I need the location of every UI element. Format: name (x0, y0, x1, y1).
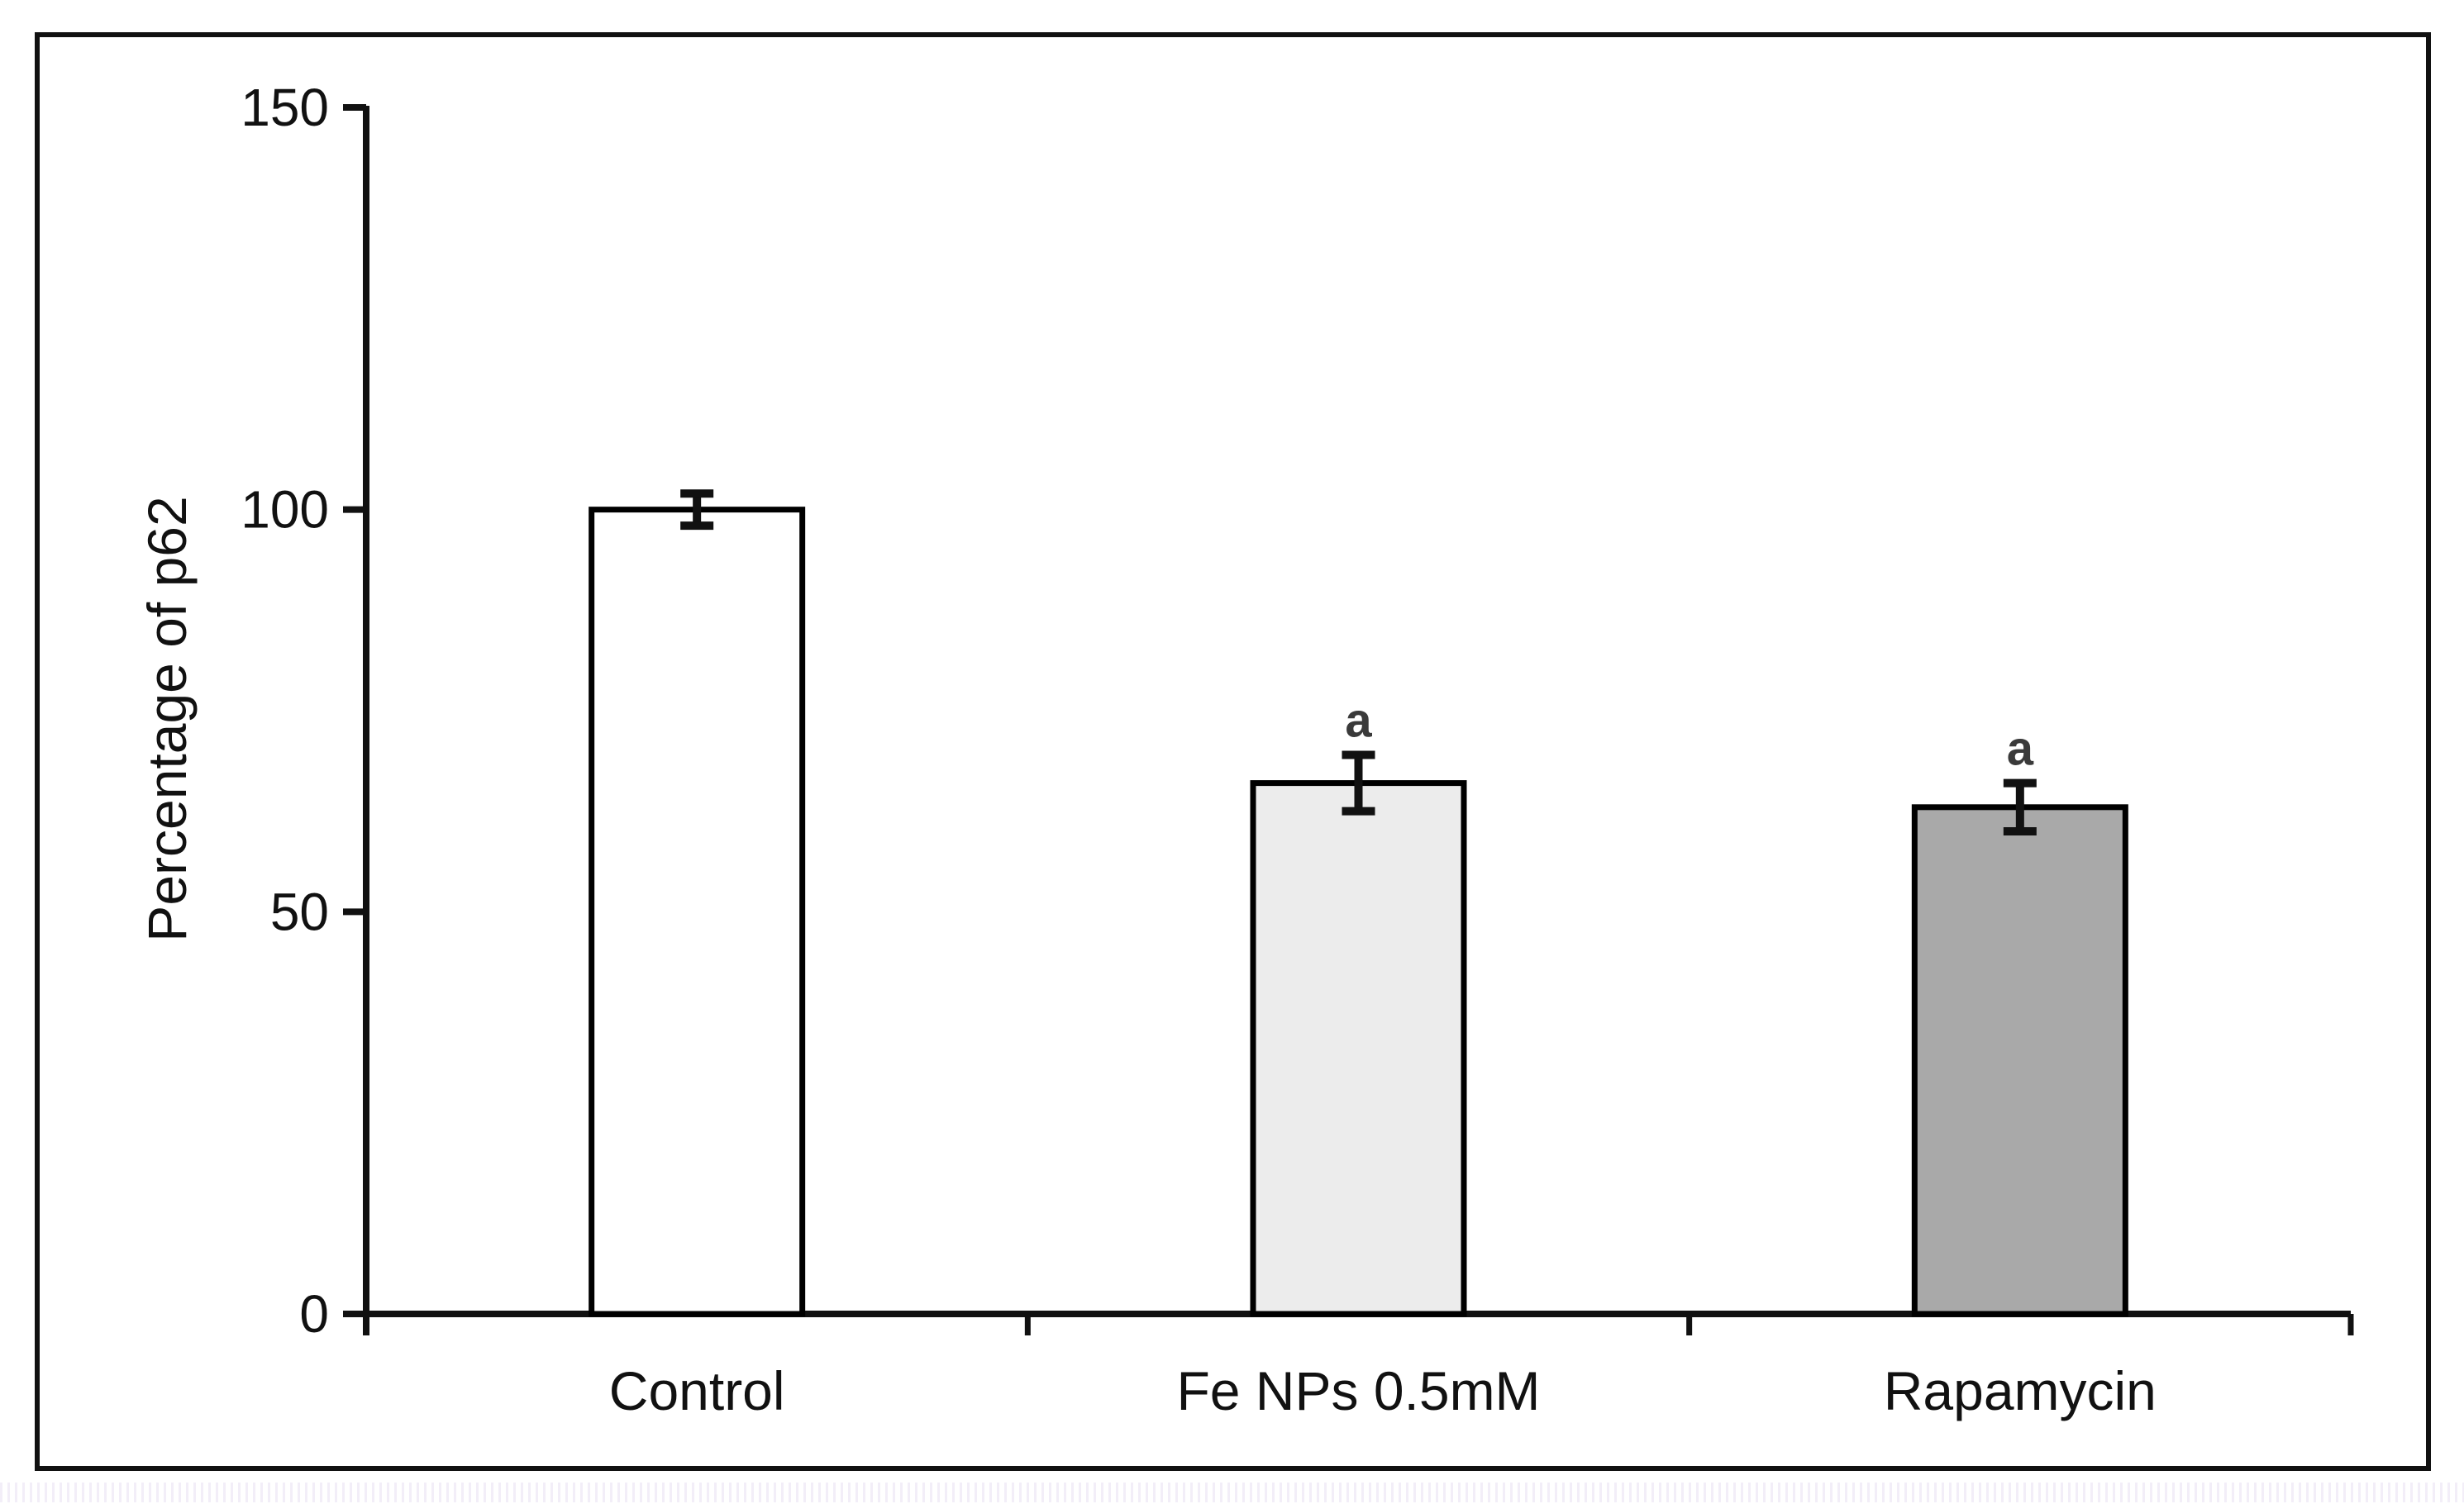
bar-control (589, 507, 806, 1317)
bar-rapamycin (1911, 804, 2128, 1317)
x-category-label: Fe NPs 0.5mM (1176, 1360, 1540, 1421)
significance-label: a (2007, 722, 2034, 776)
artifact-strip (0, 1483, 2464, 1502)
figure-border (35, 32, 2431, 1471)
x-category-label: Rapamycin (1884, 1360, 2157, 1421)
bar-fe-nps-0-5mm (1250, 780, 1467, 1317)
y-tick-label: 150 (241, 78, 329, 137)
x-category-label: Control (609, 1360, 785, 1421)
y-axis-title: Percentage of p62 (136, 496, 198, 941)
y-tick-label: 100 (241, 480, 329, 540)
plot-area: 0 50 100 150 Control a Fe NPs 0.5mM a Rapamycin (241, 78, 2354, 1421)
y-tick-label: 50 (270, 882, 329, 941)
y-tick-label: 0 (299, 1284, 329, 1344)
significance-label: a (1345, 694, 1372, 748)
